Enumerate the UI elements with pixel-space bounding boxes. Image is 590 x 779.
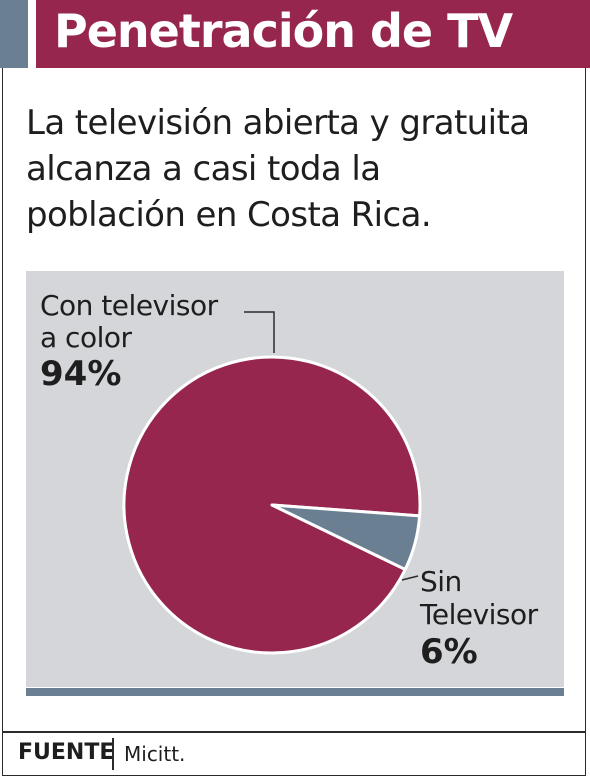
slice-label-line: Televisor xyxy=(420,598,538,631)
footer-divider xyxy=(112,738,114,770)
slice-value-label: 94% xyxy=(40,354,122,394)
header-accent-block xyxy=(0,0,28,68)
chart-card-frame xyxy=(2,68,586,776)
slice-label-line: Con televisor xyxy=(40,289,218,322)
subtitle-line: población en Costa Rica. xyxy=(26,195,432,235)
footer-rule xyxy=(2,731,586,733)
chart-subtitle: La televisión abierta y gratuita alcanza… xyxy=(26,100,586,238)
source-value: Micitt. xyxy=(124,742,186,766)
leader-line xyxy=(244,311,275,353)
slice-label-line: a color xyxy=(40,321,132,354)
subtitle-line: La televisión abierta y gratuita xyxy=(26,103,530,143)
chart-title: Penetración de TV xyxy=(54,4,513,58)
header-bar xyxy=(36,0,590,68)
slice-label-line: Sin xyxy=(420,565,462,598)
leader-line xyxy=(401,575,419,581)
chart-bottom-rule xyxy=(26,688,564,696)
slice-value-label: 6% xyxy=(420,632,478,672)
source-label: FUENTE xyxy=(18,740,115,765)
pie-slice xyxy=(270,503,422,571)
subtitle-line: alcanza a casi toda la xyxy=(26,149,381,189)
